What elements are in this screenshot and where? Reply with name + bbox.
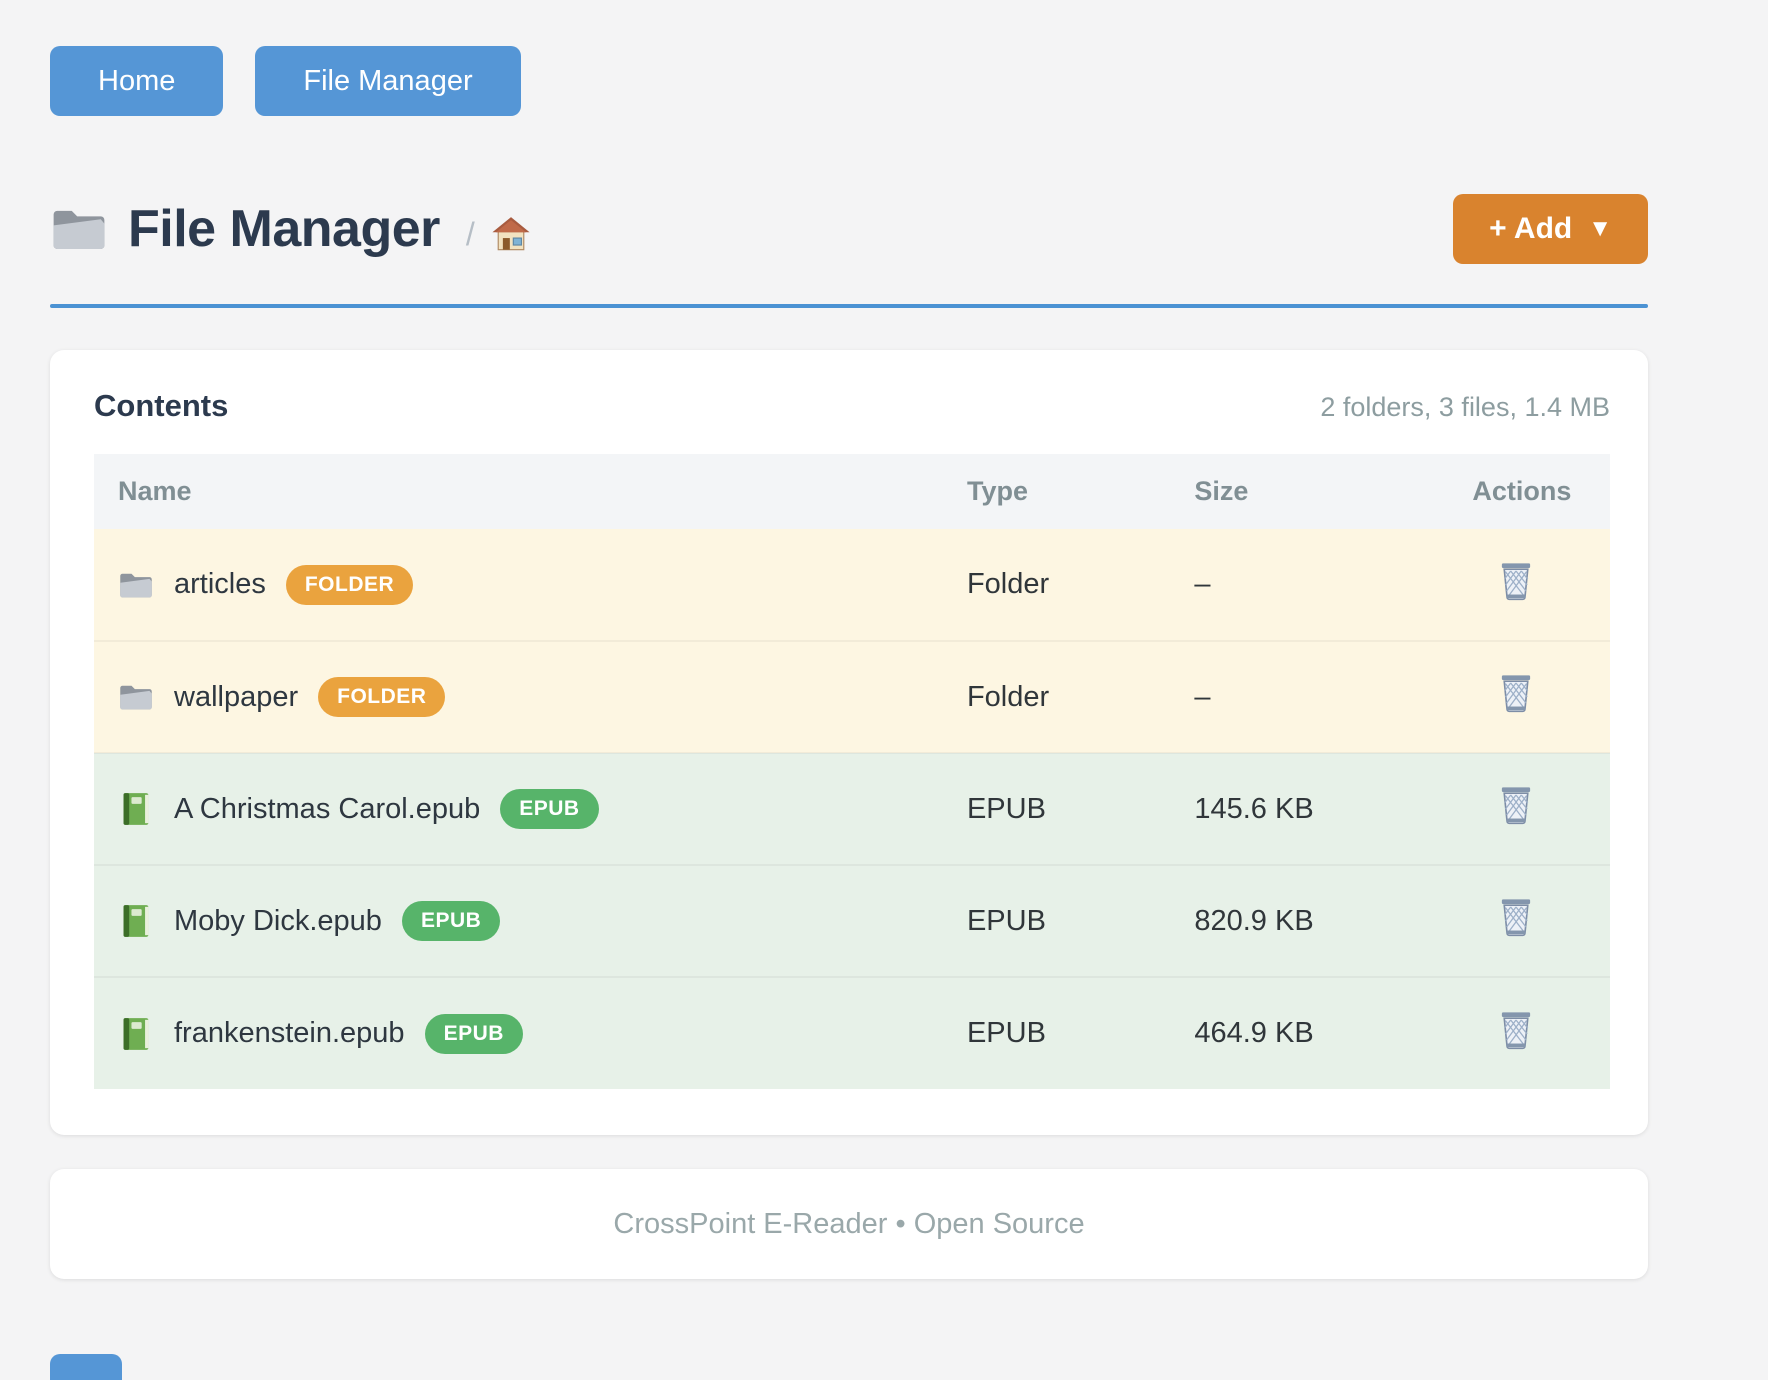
title-divider [50,304,1648,308]
table-body: articles FOLDER Folder – wallpaper FOLDE… [94,529,1610,1089]
contents-card: Contents 2 folders, 3 files, 1.4 MB Name… [50,350,1648,1135]
file-manager-button[interactable]: File Manager [255,46,520,116]
file-name[interactable]: A Christmas Carol.epub [174,793,480,826]
type-badge: FOLDER [286,565,413,605]
file-name[interactable]: wallpaper [174,681,298,714]
delete-button[interactable] [1498,1010,1534,1050]
folder-icon [50,204,108,254]
delete-button[interactable] [1498,561,1534,601]
table-row[interactable]: wallpaper FOLDER Folder – [94,641,1610,753]
file-type: Folder [943,641,1170,753]
type-badge: EPUB [500,789,598,829]
page-header: File Manager / + Add ▼ [50,194,1648,264]
type-badge: FOLDER [318,677,445,717]
page-title: File Manager [128,199,440,259]
file-type: EPUB [943,977,1170,1089]
delete-button[interactable] [1498,785,1534,825]
column-header-type: Type [943,454,1170,529]
file-type: Folder [943,529,1170,641]
file-table: Name Type Size Actions articles FOLDER F… [94,454,1610,1089]
contents-summary: 2 folders, 3 files, 1.4 MB [1320,392,1610,423]
file-type: EPUB [943,753,1170,865]
table-row[interactable]: frankenstein.epub EPUB EPUB 464.9 KB [94,977,1610,1089]
type-badge: EPUB [402,901,500,941]
page-container: Home File Manager File Manager / + Add ▼… [50,0,1648,1279]
breadcrumb-separator: / [466,216,475,253]
folder-icon [118,568,154,602]
house-icon[interactable] [491,216,531,252]
delete-button[interactable] [1498,897,1534,937]
trash-icon [1498,813,1534,828]
table-row[interactable]: A Christmas Carol.epub EPUB EPUB 145.6 K… [94,753,1610,865]
trash-icon [1498,1038,1534,1053]
chevron-down-icon: ▼ [1588,215,1612,243]
top-nav: Home File Manager [50,0,1648,116]
file-name[interactable]: frankenstein.epub [174,1017,405,1050]
file-size: 820.9 KB [1170,865,1458,977]
trash-icon [1498,701,1534,716]
type-badge: EPUB [425,1014,523,1054]
trash-icon [1498,589,1534,604]
bottom-cutoff-button[interactable] [50,1354,122,1380]
file-size: – [1170,641,1458,753]
book-icon [118,904,154,938]
contents-card-header: Contents 2 folders, 3 files, 1.4 MB [94,388,1610,424]
column-header-actions: Actions [1458,454,1610,529]
file-name[interactable]: articles [174,568,266,601]
home-button[interactable]: Home [50,46,223,116]
file-type: EPUB [943,865,1170,977]
folder-icon [118,680,154,714]
file-name[interactable]: Moby Dick.epub [174,905,382,938]
file-size: – [1170,529,1458,641]
footer-card: CrossPoint E-Reader • Open Source [50,1169,1648,1279]
table-row[interactable]: Moby Dick.epub EPUB EPUB 820.9 KB [94,865,1610,977]
file-size: 464.9 KB [1170,977,1458,1089]
book-icon [118,1017,154,1051]
column-header-name: Name [94,454,943,529]
trash-icon [1498,925,1534,940]
add-button-label: + Add [1489,212,1572,246]
table-row[interactable]: articles FOLDER Folder – [94,529,1610,641]
add-button[interactable]: + Add ▼ [1453,194,1648,264]
delete-button[interactable] [1498,673,1534,713]
file-size: 145.6 KB [1170,753,1458,865]
book-icon [118,792,154,826]
contents-title: Contents [94,388,228,424]
column-header-size: Size [1170,454,1458,529]
table-header: Name Type Size Actions [94,454,1610,529]
footer-text: CrossPoint E-Reader • Open Source [613,1208,1084,1241]
